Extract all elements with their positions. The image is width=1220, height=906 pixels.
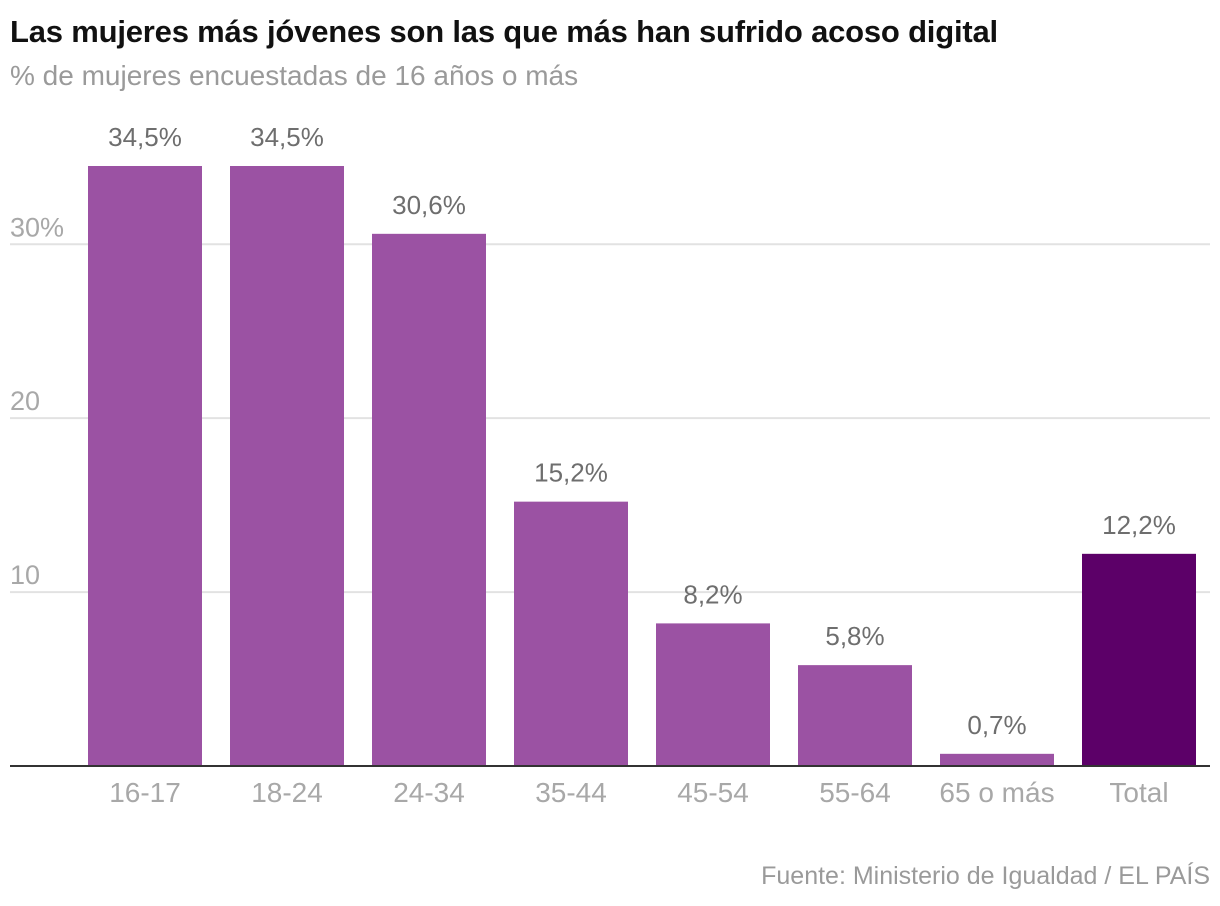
bar-16-17 — [88, 166, 202, 766]
bars — [88, 166, 1196, 767]
bar-24-34 — [372, 233, 486, 767]
value-label: 12,2% — [1102, 510, 1176, 540]
bar-55-64 — [798, 665, 912, 766]
bar-Total — [1082, 553, 1196, 766]
y-tick-label: 10 — [10, 560, 40, 590]
bar-35-44 — [514, 501, 628, 766]
x-tick-label: 65 o más — [939, 777, 1054, 808]
source-note: Fuente: Ministerio de Igualdad / EL PAÍS — [761, 862, 1210, 890]
x-tick-label: 24-34 — [393, 777, 465, 808]
x-tick-label: Total — [1109, 777, 1168, 808]
y-axis-ticks: 10 20 30% — [10, 212, 64, 590]
x-tick-label: 55-64 — [819, 777, 891, 808]
x-tick-label: 45-54 — [677, 777, 749, 808]
x-tick-label: 18-24 — [251, 777, 323, 808]
chart-subtitle: % de mujeres encuestadas de 16 años o má… — [10, 60, 579, 91]
bar-18-24 — [230, 166, 344, 766]
y-tick-label: 20 — [10, 386, 40, 416]
x-tick-label: 35-44 — [535, 777, 607, 808]
x-axis-ticks: 16-17 18-24 24-34 35-44 45-54 55-64 65 o más To… — [109, 777, 1168, 808]
bar-65-o-más — [940, 753, 1054, 766]
x-tick-label: 16-17 — [109, 777, 181, 808]
value-label: 30,6% — [392, 190, 466, 220]
y-tick-label: 30% — [10, 212, 64, 242]
value-label: 34,5% — [108, 122, 182, 152]
value-label: 8,2% — [683, 579, 742, 609]
value-label: 15,2% — [534, 458, 608, 488]
bar-45-54 — [656, 623, 770, 766]
value-label: 5,8% — [825, 621, 884, 651]
value-label: 0,7% — [967, 710, 1026, 740]
chart-title: Las mujeres más jóvenes son las que más … — [10, 14, 998, 49]
value-labels: 34,5% 34,5% 30,6% 15,2% 8,2% 5,8% 0,7% 12,2% — [108, 122, 1176, 740]
value-label: 34,5% — [250, 122, 324, 152]
